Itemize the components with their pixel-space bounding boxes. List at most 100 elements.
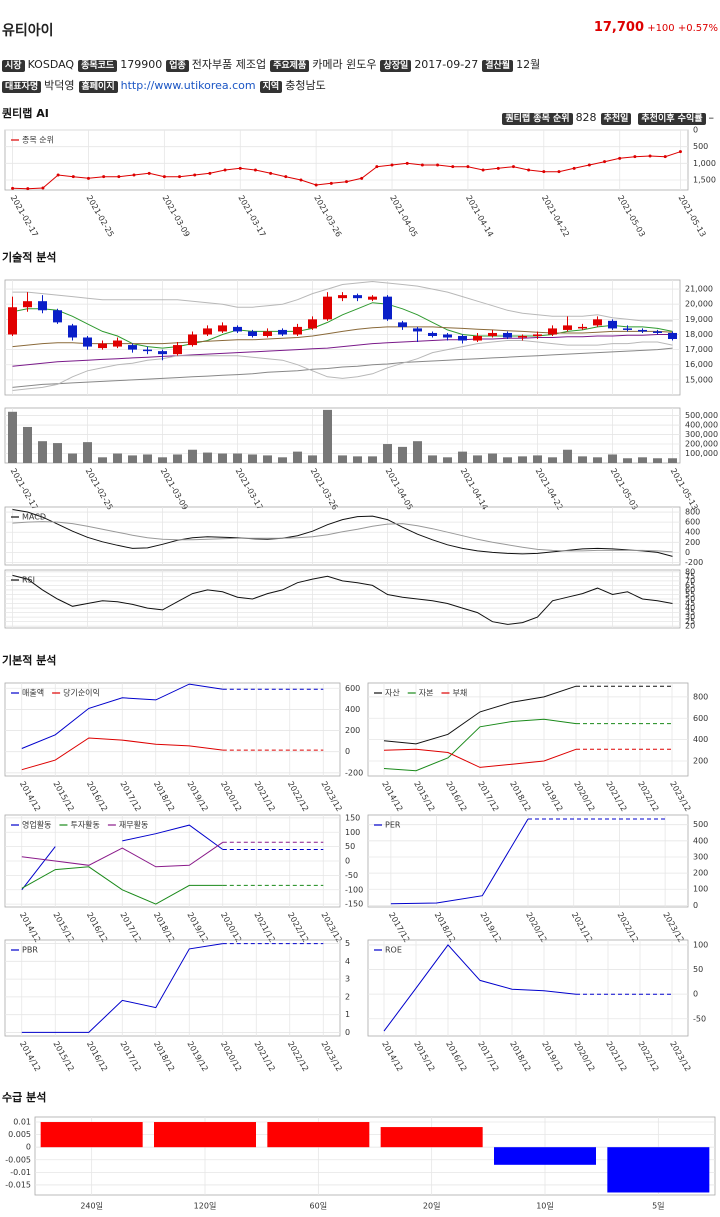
candle-body [23,301,32,308]
info-label: 시장 [2,60,25,72]
x-tick-label: 2023/12 [668,1040,692,1073]
y-tick-label: -150 [345,900,363,909]
x-tick-label: 2023/12 [319,1040,343,1073]
volume-bar [638,457,647,463]
x-tick-label: 2014/12 [380,1040,404,1073]
plot-frame [34,1116,716,1196]
rank-point [269,171,273,175]
volume-bar [518,456,527,463]
candle-body [143,349,152,352]
y-tick-label: 21,000 [685,285,713,294]
volume-bar [278,457,287,463]
y-tick-label: 200 [693,757,708,766]
volume-bar [428,455,437,463]
x-tick-label: 2022/12 [636,1040,660,1073]
volume-bar [83,442,92,463]
volume-bar [443,457,452,463]
y-tick-label: -100 [345,885,363,894]
plot-frame [4,939,341,1037]
rank-point [390,163,394,167]
series-line [12,347,673,388]
y-tick-label: 200 [345,726,360,735]
x-tick-label: 2021-05-13 [669,467,700,512]
series-line [12,334,673,367]
y-tick-label: 45 [685,599,695,608]
x-tick-label: 2022/12 [616,911,640,944]
volume-bar [233,453,242,463]
section-title: 수급 분석 [2,1090,46,1104]
info-item: 지역 충청남도 [259,74,330,93]
x-tick-label: 2016/12 [444,780,468,813]
candle-body [368,296,377,300]
info-link[interactable]: http://www.utikorea.com [120,79,256,92]
x-tick-label: 2020/12 [572,1040,596,1073]
x-tick-label: 2015/12 [412,780,436,813]
x-tick-label: 2021-03-17 [234,467,265,512]
supply-bar [40,1122,143,1148]
plot-frame [4,682,341,777]
supply-bar [494,1147,596,1165]
info-value: 충청남도 [285,79,326,92]
candle-body [203,328,212,335]
y-tick-label: 100 [345,828,360,837]
rank-point [466,165,470,169]
x-tick-label: 2021-02-25 [85,194,116,239]
y-tick-label: 100 [693,940,708,949]
info-value: 179900 [120,58,163,71]
legend-label: RSI [22,576,35,585]
candle-body [308,319,317,329]
candle-body [563,325,572,330]
rank-point [56,173,60,177]
y-tick-label: 0 [693,126,698,135]
quant-label: 퀀티랩 종목 순위 [502,113,573,125]
volume-bar [8,411,17,463]
rank-point [253,168,257,172]
x-tick-label: 2021-02-25 [84,467,115,512]
x-tick-label: 2021-03-17 [236,194,267,239]
x-tick-label: 2019/12 [478,911,502,944]
candle-body [233,326,242,332]
info-label: 지역 [259,81,283,93]
candle-body [293,326,302,335]
series-line [390,818,529,905]
info-item: 결산월 12월 [482,53,544,72]
candle-body [458,335,467,341]
y-tick-label: -200 [685,558,703,567]
y-tick-label: -0.01 [10,1168,31,1177]
x-tick-label: 2023/12 [319,911,343,944]
y-tick-label: 400 [693,735,708,744]
y-tick-label: 70 [685,576,695,585]
y-tick-label: 500,000 [685,411,718,420]
x-tick-label: 2019/12 [540,780,564,813]
y-tick-label: 0 [693,901,698,910]
quant-value: – [708,111,715,124]
info-item: 홈페이지 http://www.utikorea.com [78,74,260,93]
x-tick-label: 2015/12 [51,780,75,813]
candle-body [218,325,227,332]
y-tick-label: 16,000 [685,360,713,369]
x-tick-label: 2021-03-09 [159,467,190,512]
info-value: 카메라 윈도우 [312,58,377,71]
y-tick-label: 75 [685,572,695,581]
candle-body [323,296,332,320]
rank-point [557,170,561,174]
candle-body [8,307,17,335]
quant-badges: 퀀티랩 종목 순위 828 추천일 추천이후 수익률 – [502,106,718,125]
candle-body [338,295,347,299]
candle-body [263,331,272,336]
y-tick-label: 0 [345,1028,350,1037]
x-tick-label: 2019/12 [185,1040,209,1073]
info-item: 상장일 2017-09-27 [380,53,482,72]
y-tick-label: 3 [345,975,350,984]
section-title: 기술적 분석 [2,250,56,264]
legend-label: 재무활동 [119,820,148,830]
series-line [21,824,224,891]
x-tick-label: 2022/12 [286,780,310,813]
series-line [12,280,673,322]
y-tick-label: 65 [685,581,695,590]
y-tick-label: 0 [345,747,350,756]
rank-point [481,168,485,172]
rank-point [360,176,364,180]
legend-label: 매출액 [22,688,44,698]
candle-body [653,331,662,333]
